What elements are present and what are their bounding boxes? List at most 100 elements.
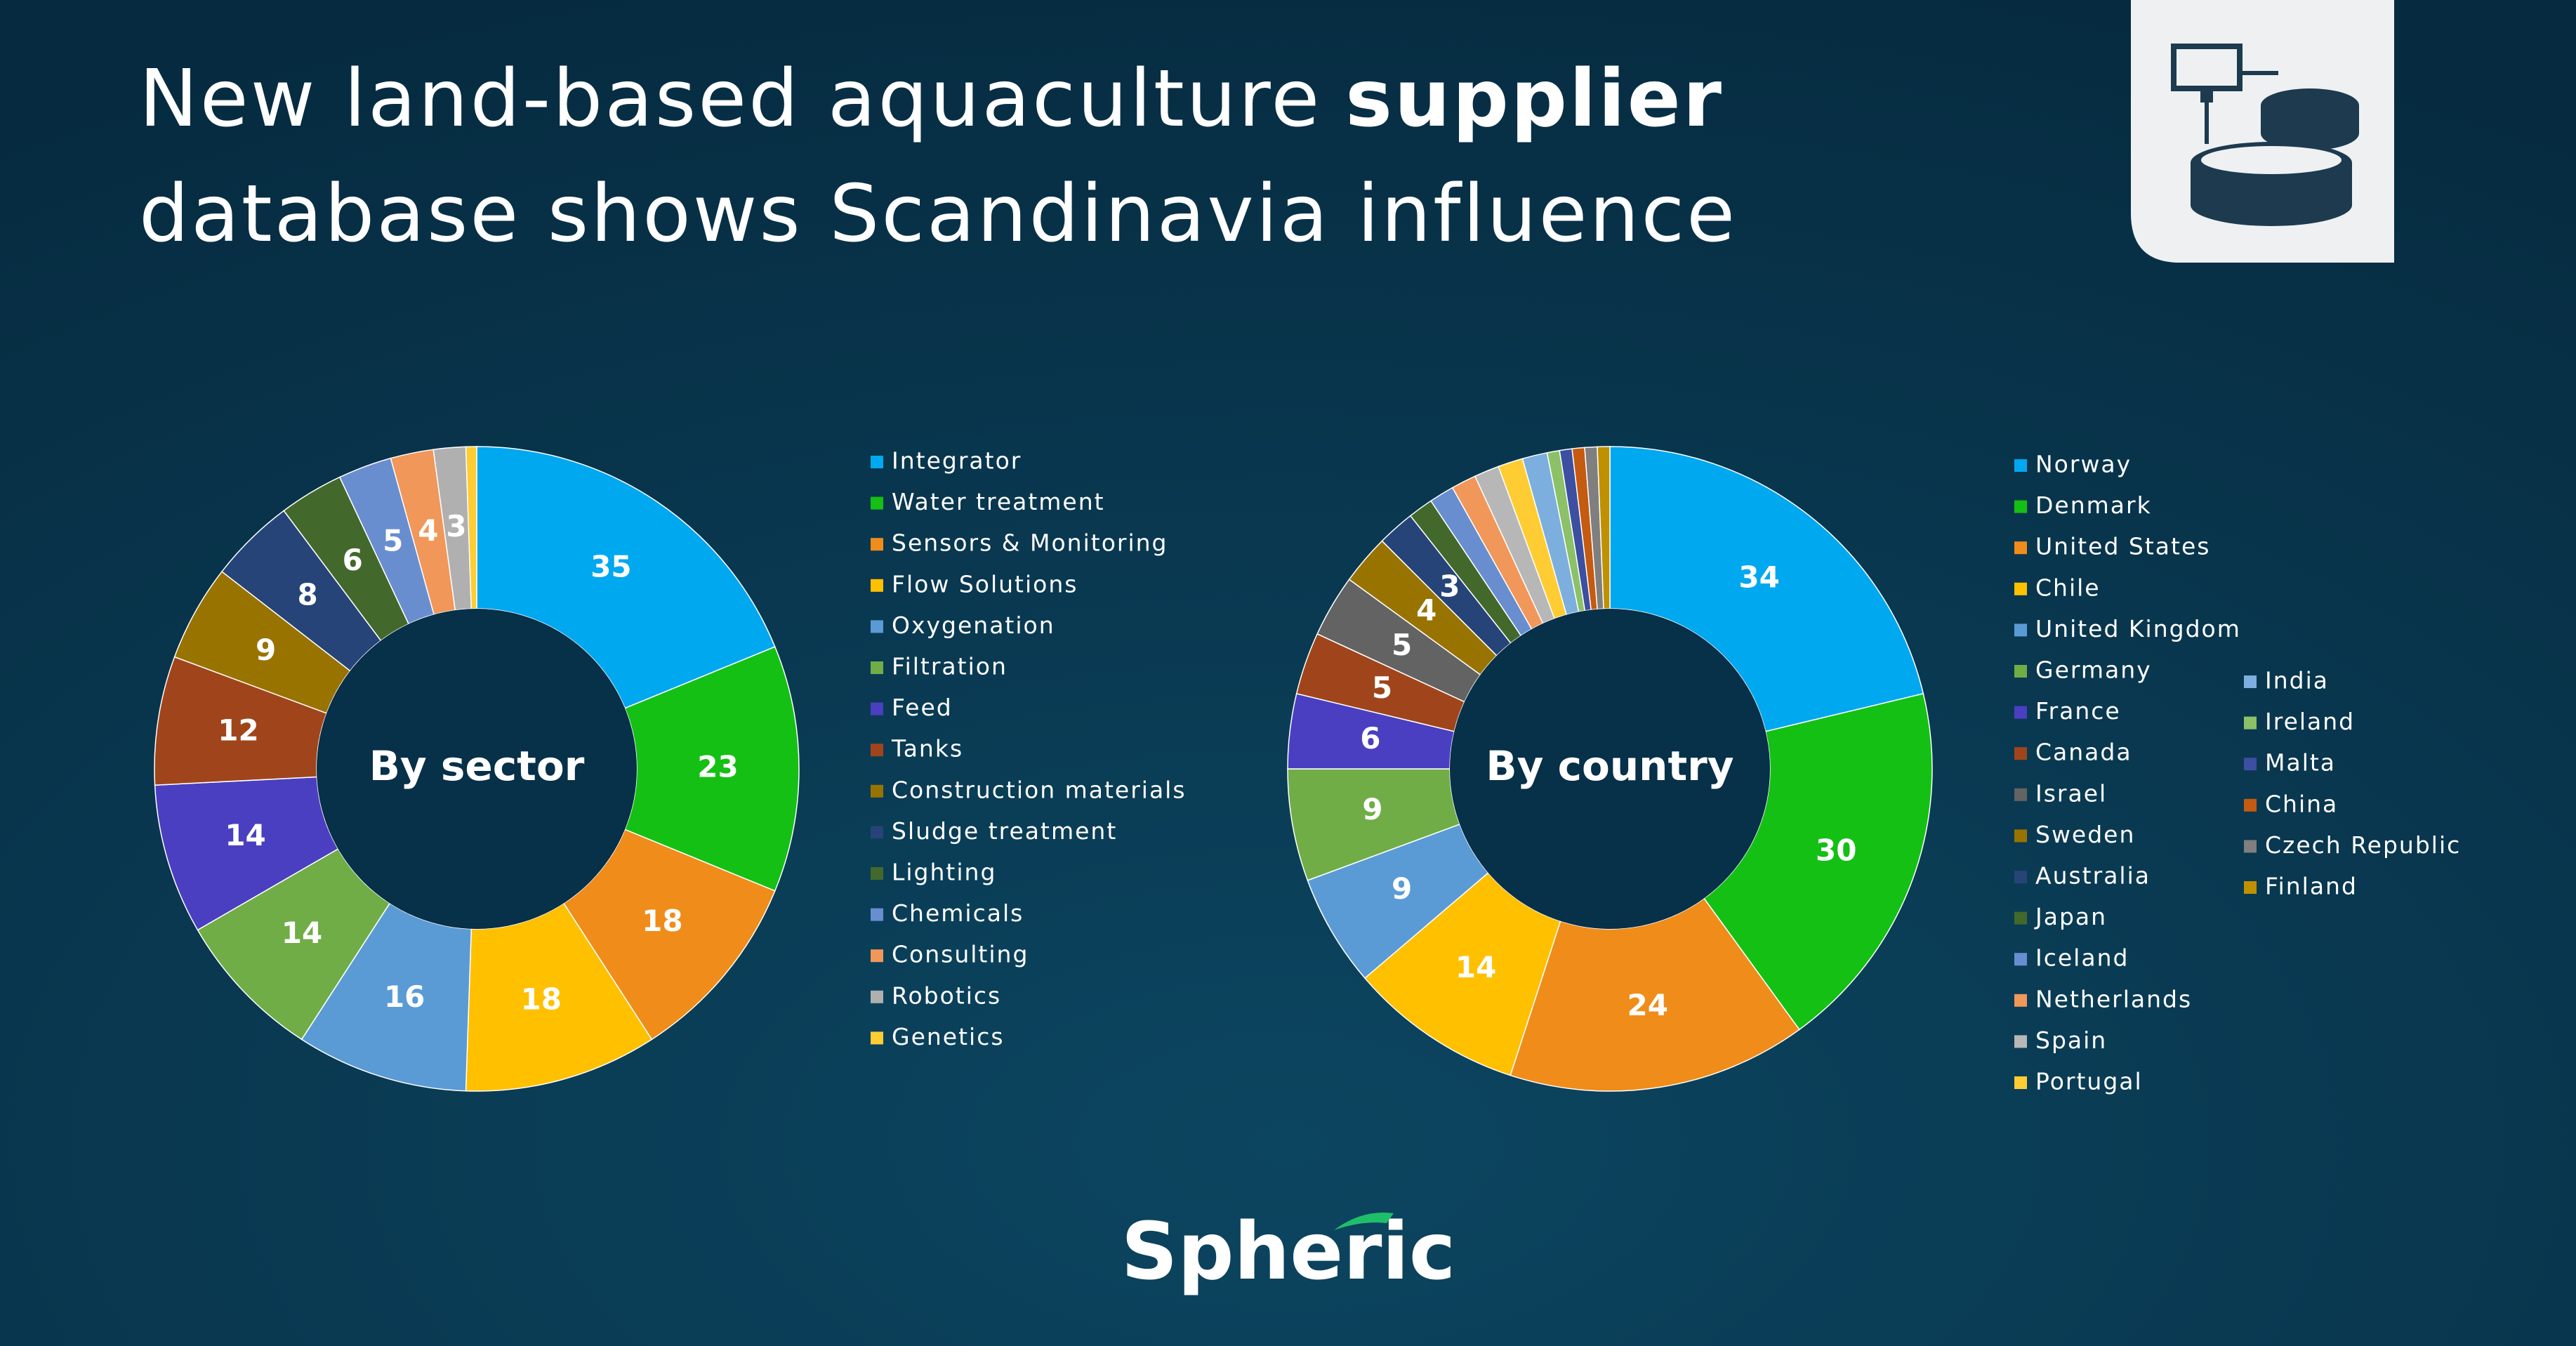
legend-swatch <box>2014 953 2027 966</box>
legend-label: United Kingdom <box>2035 615 2241 642</box>
legend-swatch <box>2014 500 2027 513</box>
data-label: 9 <box>1362 792 1382 826</box>
legend-label: Sweden <box>2035 821 2135 848</box>
data-label: 6 <box>343 543 363 577</box>
legend-swatch <box>2244 798 2257 812</box>
legend-label: Sensors & Monitoring <box>892 529 1168 557</box>
legend-label: Australia <box>2035 862 2151 890</box>
legend-label: Robotics <box>892 982 1001 1009</box>
data-label: 23 <box>697 750 738 784</box>
legend-label: France <box>2035 697 2121 725</box>
data-label: 8 <box>298 578 318 612</box>
legend-swatch <box>871 784 883 798</box>
data-label: 3 <box>446 509 466 543</box>
legend-swatch <box>871 1031 883 1045</box>
legend-label: Sludge treatment <box>892 817 1117 845</box>
legend-label: Finland <box>2265 873 2358 900</box>
legend-swatch <box>871 702 883 715</box>
data-label: 34 <box>1738 560 1779 595</box>
legend-label: Iceland <box>2035 944 2129 972</box>
legend-swatch <box>871 496 883 510</box>
legend-label: Integrator <box>892 447 1022 475</box>
legend-label: Chile <box>2035 574 2101 601</box>
legend-swatch <box>2014 665 2027 678</box>
legend-swatch <box>2244 840 2257 853</box>
legend-label: Malta <box>2265 749 2336 777</box>
legend-label: Spain <box>2035 1027 2107 1054</box>
center-label: By country <box>1486 742 1733 790</box>
legend-swatch <box>871 908 883 921</box>
legend-swatch <box>871 579 883 592</box>
legend-swatch <box>2014 541 2027 555</box>
legend-label: Norway <box>2035 451 2132 478</box>
data-label: 14 <box>225 818 265 852</box>
logo-swoosh <box>1334 1213 1394 1230</box>
legend-label: Lighting <box>892 859 996 886</box>
legend-swatch <box>2014 788 2027 801</box>
legend-swatch <box>2014 994 2027 1007</box>
legend-label: Tanks <box>891 735 963 763</box>
legend-swatch <box>871 990 883 1003</box>
legend-swatch <box>2244 881 2257 894</box>
icon <box>2131 0 2394 263</box>
legend-label: Ireland <box>2265 708 2355 735</box>
legend-label: Feed <box>892 694 953 721</box>
legend-label: Genetics <box>892 1023 1005 1050</box>
legend-swatch <box>2014 582 2027 595</box>
data-label: 9 <box>1392 871 1412 906</box>
legend-swatch <box>2014 706 2027 719</box>
title: database shows Scandinavia influence <box>139 169 1737 260</box>
legend-label: United States <box>2035 533 2210 560</box>
legend-label: Netherlands <box>2035 985 2192 1012</box>
legend-swatch <box>871 661 883 674</box>
donut-hole <box>317 609 637 929</box>
legend-swatch <box>2014 1035 2027 1048</box>
data-label: 9 <box>256 633 276 667</box>
title-text: New land-based aquaculture <box>139 53 1321 145</box>
data-label: 18 <box>520 982 561 1017</box>
data-label: 14 <box>1455 950 1496 984</box>
legend-label: Filtration <box>892 653 1008 680</box>
legend-swatch <box>871 538 883 551</box>
logo: Spheric <box>1121 1206 1456 1298</box>
legend-label: Germany <box>2035 656 2152 684</box>
legend-label: Oxygenation <box>892 612 1055 639</box>
legend-label: Israel <box>2035 779 2107 807</box>
data-label: 30 <box>1816 833 1856 867</box>
data-label: 12 <box>218 713 258 747</box>
title: New land-based aquaculture supplier <box>139 53 1724 145</box>
legend-swatch <box>871 826 883 839</box>
legend-swatch <box>2014 623 2027 637</box>
data-label: 16 <box>384 979 425 1014</box>
legend-swatch <box>871 867 883 880</box>
legend-swatch <box>2014 1076 2027 1089</box>
data-label: 35 <box>590 549 631 583</box>
data-label: 5 <box>383 523 403 557</box>
legend-swatch <box>2014 911 2027 925</box>
donut-hole <box>1450 609 1770 929</box>
legend-label: Consulting <box>892 941 1029 968</box>
legend-swatch <box>2014 747 2027 760</box>
legend-label: Japan <box>2034 903 2107 930</box>
legend-swatch <box>2014 871 2027 883</box>
legend-label: India <box>2265 667 2329 694</box>
legend-swatch <box>2014 829 2027 843</box>
legend-label: Portugal <box>2035 1068 2143 1095</box>
legend-swatch <box>2014 459 2027 472</box>
data-label: 6 <box>1360 721 1380 756</box>
data-label: 5 <box>1372 671 1392 705</box>
data-label: 18 <box>642 904 682 938</box>
legend-label: Construction materials <box>892 776 1187 803</box>
legend-label: Denmark <box>2035 491 2152 519</box>
legend-swatch <box>2244 716 2257 730</box>
legend-label: China <box>2265 790 2338 817</box>
legend-label: Flow Solutions <box>892 570 1078 598</box>
legend-label: Czech Republic <box>2265 831 2461 859</box>
legend-swatch <box>2244 675 2257 688</box>
data-label: 4 <box>418 513 438 548</box>
data-label: 5 <box>1392 628 1412 662</box>
legend-swatch <box>871 744 883 757</box>
donut-slice <box>1609 446 1924 732</box>
center-label: By sector <box>369 742 585 790</box>
title-bold: supplier <box>1345 53 1724 145</box>
